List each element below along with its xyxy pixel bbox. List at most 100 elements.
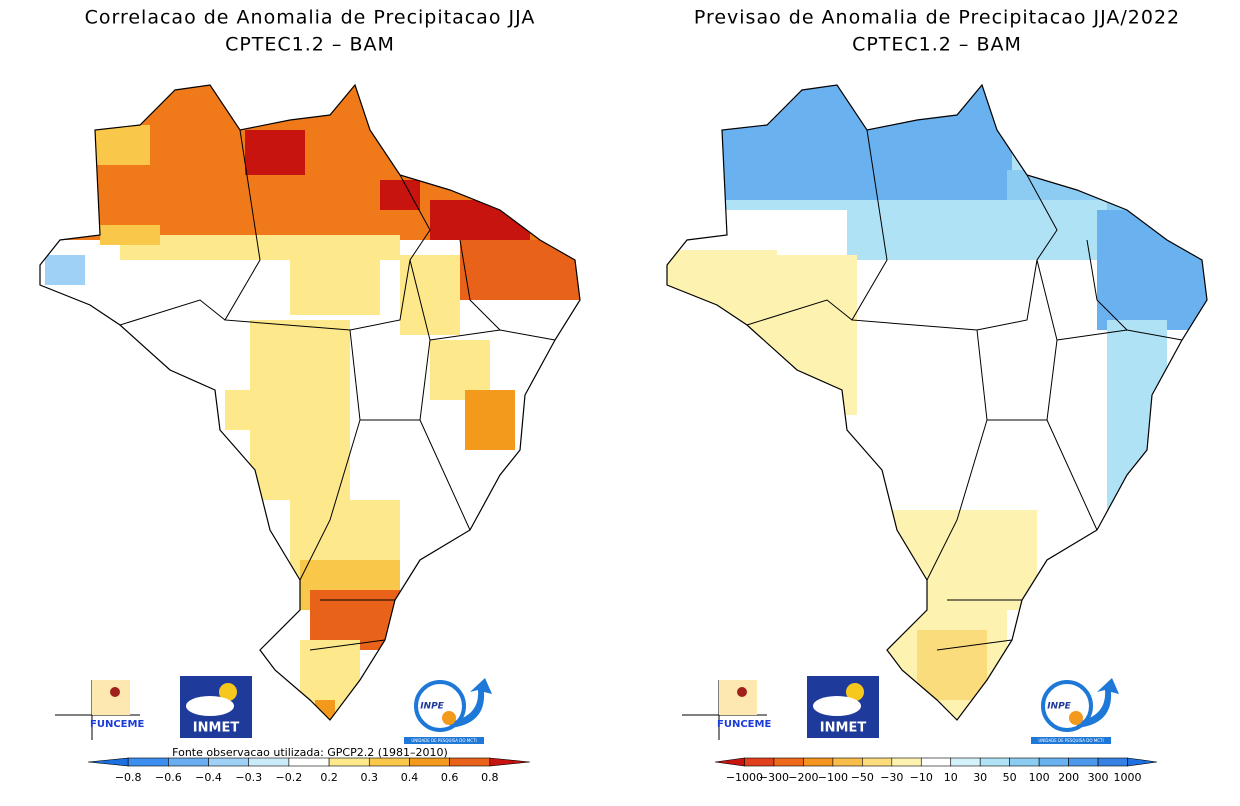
colorbar-bin xyxy=(168,757,209,767)
colorbar-bin xyxy=(803,757,834,767)
anomaly-region xyxy=(847,200,1107,260)
inpe-arrow xyxy=(450,678,492,728)
colorbar-bin xyxy=(1068,757,1099,767)
colorbar-end xyxy=(87,757,129,767)
anomaly-region xyxy=(45,255,85,285)
colorbar-label: 100 xyxy=(1029,771,1050,784)
colorbar-end xyxy=(714,757,745,767)
anomaly-region xyxy=(245,130,305,175)
colorbar-bin xyxy=(744,757,775,767)
inmet-label: INMET xyxy=(193,721,240,736)
inpe-band xyxy=(1031,737,1111,744)
colorbar-label: 0.3 xyxy=(361,771,379,784)
colorbar-bin xyxy=(1009,757,1040,767)
inpe-sub: UNIDADE DE PESQUISA DO MCTI xyxy=(1038,738,1103,743)
colorbar-label: −300 xyxy=(759,771,789,784)
funceme-dot xyxy=(110,687,120,697)
colorbar-bin xyxy=(368,757,410,767)
funceme-dot xyxy=(737,687,747,697)
colorbar-bin xyxy=(248,757,290,767)
anomaly-region xyxy=(712,85,1012,200)
colorbar-label: −10 xyxy=(910,771,933,784)
inmet-cloud xyxy=(186,696,234,716)
inpe-label: INPE xyxy=(420,702,444,712)
inpe-dot xyxy=(442,711,456,725)
anomaly-region xyxy=(290,255,380,315)
anomaly-region xyxy=(430,200,530,240)
colorbar-label: −0.6 xyxy=(155,771,182,784)
colorbar-bin xyxy=(862,757,893,767)
colorbar-bin xyxy=(773,757,804,767)
inpe-arrow xyxy=(1077,678,1119,728)
colorbar-label: −100 xyxy=(818,771,848,784)
colorbar-label: 10 xyxy=(944,771,958,784)
inpe-band xyxy=(404,737,484,744)
inpe-sub: UNIDADE DE PESQUISA DO MCTI xyxy=(411,738,476,743)
colorbar-bin xyxy=(449,757,491,767)
colorbar-label: 200 xyxy=(1058,771,1079,784)
anomaly-region xyxy=(887,510,1037,610)
colorbar-bin xyxy=(920,757,952,767)
colorbar-bin xyxy=(891,757,922,767)
colorbar-end xyxy=(1127,757,1158,767)
inpe-dot xyxy=(1069,711,1083,725)
inmet-label: INMET xyxy=(820,721,867,736)
colorbar-bin xyxy=(832,757,863,767)
colorbar-label: 30 xyxy=(973,771,987,784)
anomaly-region xyxy=(225,390,255,430)
colorbar-label: −50 xyxy=(851,771,874,784)
anomaly-region xyxy=(737,255,857,415)
inmet-sun xyxy=(846,683,864,701)
anomaly-region xyxy=(100,225,160,245)
anomaly-region xyxy=(917,630,987,700)
colorbar-label: −30 xyxy=(880,771,903,784)
map-panel: Correlacao de Anomalia de Precipitacao J… xyxy=(39,7,581,784)
colorbar-bin xyxy=(127,757,169,767)
map-subtitle: CPTEC1.2 – BAM xyxy=(852,34,1022,56)
colorbar-bin xyxy=(1038,757,1069,767)
colorbar-label: −200 xyxy=(788,771,818,784)
anomaly-region xyxy=(40,85,580,240)
inpe-ring xyxy=(1041,680,1093,732)
colorbar-label: 1000 xyxy=(1114,771,1142,784)
colorbar-label: −0.4 xyxy=(195,771,222,784)
colorbar-bin xyxy=(208,757,250,767)
funceme-label: FUNCEME xyxy=(717,719,771,730)
anomaly-region xyxy=(380,180,420,210)
inpe-ring xyxy=(414,680,466,732)
colorbar-label: 0.6 xyxy=(441,771,459,784)
funceme-box xyxy=(719,680,757,715)
inmet-sun xyxy=(219,683,237,701)
source-note: Fonte observacao utilizada: GPCP2.2 (198… xyxy=(172,746,448,759)
colorbar-label: −0.8 xyxy=(115,771,142,784)
colorbar-bin xyxy=(409,757,450,767)
colorbar-bin xyxy=(288,757,330,767)
colorbar-end xyxy=(489,757,531,767)
colorbar-bin xyxy=(979,757,1010,767)
colorbar-label: −1000 xyxy=(726,771,763,784)
colorbar-bin xyxy=(328,757,370,767)
colorbar-label: −0.3 xyxy=(235,771,262,784)
map-subtitle: CPTEC1.2 – BAM xyxy=(225,34,395,56)
colorbar-bin xyxy=(1097,757,1128,767)
colorbar-label: 50 xyxy=(1003,771,1017,784)
state-borders xyxy=(119,129,556,651)
anomaly-region xyxy=(400,255,460,335)
colorbar-label: 300 xyxy=(1088,771,1109,784)
anomaly-region xyxy=(1107,320,1167,520)
anomaly-region xyxy=(90,125,150,165)
state-borders xyxy=(746,129,1183,651)
anomaly-region xyxy=(460,240,580,300)
colorbar-bin xyxy=(950,757,981,767)
anomaly-region xyxy=(465,390,515,450)
funceme-label: FUNCEME xyxy=(90,719,144,730)
colorbar-label: −0.2 xyxy=(276,771,303,784)
inmet-cloud xyxy=(813,696,861,716)
funceme-box xyxy=(92,680,130,715)
anomaly-region xyxy=(250,320,350,500)
map-fill xyxy=(40,85,580,720)
map-title: Previsao de Anomalia de Precipitacao JJA… xyxy=(694,7,1180,29)
colorbar-label: 0.4 xyxy=(401,771,419,784)
map-panel: Previsao de Anomalia de Precipitacao JJA… xyxy=(666,7,1208,784)
